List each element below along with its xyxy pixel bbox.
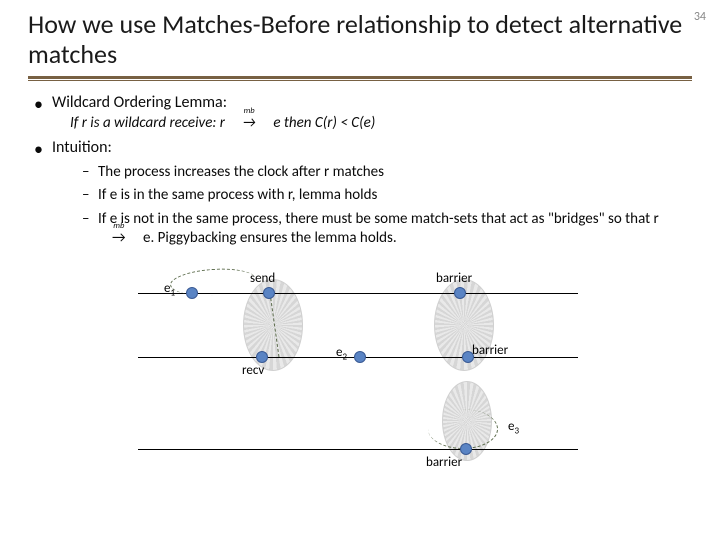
arrow-icon: → <box>242 114 256 132</box>
node-e1 <box>186 287 198 299</box>
lemma-pre: If r is a wildcard receive: r <box>70 114 225 132</box>
label-e3: e3 <box>508 419 519 437</box>
sub3-pre: If e is not in the same process, there m… <box>98 210 659 228</box>
intuition-bullet: Intuition: The process increases the clo… <box>34 138 692 249</box>
process-line-3 <box>138 449 578 450</box>
node-recv <box>256 351 268 363</box>
label-send: send <box>250 271 275 286</box>
sub-item-3: If e is not in the same process, there m… <box>82 210 692 249</box>
mb-arrow-2: mb → <box>98 229 140 249</box>
title-underline <box>28 76 692 81</box>
sub-item-2: If e is in the same process with r, lemm… <box>82 186 692 206</box>
intuition-sublist: The process increases the clock after r … <box>52 163 692 249</box>
node-e2 <box>354 351 366 363</box>
lemma-text: If r is a wildcard receive: r mb → e the… <box>52 114 692 132</box>
timeline-diagram: e1 send barrier recv e2 barrier barrier … <box>138 271 618 491</box>
label-e1: e1 <box>164 281 175 299</box>
label-recv: recv <box>242 363 264 378</box>
bullet-list: Wildcard Ordering Lemma: If r is a wildc… <box>28 93 692 249</box>
lemma-bullet: Wildcard Ordering Lemma: If r is a wildc… <box>34 93 692 132</box>
label-barrier-p2: barrier <box>472 343 508 358</box>
label-barrier-p3: barrier <box>426 455 462 470</box>
node-barrier-p3 <box>460 443 472 455</box>
label-e2: e2 <box>336 345 347 363</box>
mb-label-2: mb <box>98 221 140 232</box>
slide-title: How we use Matches-Before relationship t… <box>28 10 692 70</box>
intuition-label: Intuition: <box>52 138 112 157</box>
lemma-post: e then C(r) < C(e) <box>273 114 375 132</box>
mb-label: mb <box>228 106 270 116</box>
sub-item-1: The process increases the clock after r … <box>82 163 692 183</box>
page-number: 34 <box>694 10 706 24</box>
mb-arrow-1: mb → <box>228 114 270 132</box>
lemma-label: Wildcard Ordering Lemma: <box>52 93 227 112</box>
label-barrier-p1: barrier <box>436 271 472 286</box>
node-barrier-p1 <box>454 287 466 299</box>
node-send <box>263 287 275 299</box>
sub3-post: e. Piggybacking ensures the lemma holds. <box>143 229 397 247</box>
